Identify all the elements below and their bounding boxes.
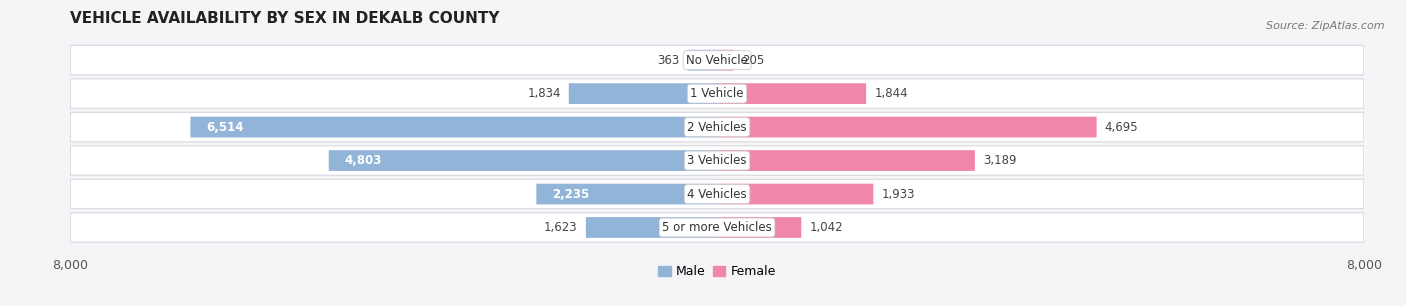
Text: 1,844: 1,844	[875, 87, 908, 100]
FancyBboxPatch shape	[329, 150, 717, 171]
FancyBboxPatch shape	[70, 146, 1364, 175]
Legend: Male, Female: Male, Female	[654, 260, 780, 283]
Text: VEHICLE AVAILABILITY BY SEX IN DEKALB COUNTY: VEHICLE AVAILABILITY BY SEX IN DEKALB CO…	[70, 11, 499, 26]
Text: 1 Vehicle: 1 Vehicle	[690, 87, 744, 100]
FancyBboxPatch shape	[190, 117, 717, 137]
Text: 5 or more Vehicles: 5 or more Vehicles	[662, 221, 772, 234]
FancyBboxPatch shape	[586, 217, 717, 238]
FancyBboxPatch shape	[717, 150, 974, 171]
Text: 2 Vehicles: 2 Vehicles	[688, 121, 747, 134]
Text: 3 Vehicles: 3 Vehicles	[688, 154, 747, 167]
FancyBboxPatch shape	[717, 50, 734, 70]
FancyBboxPatch shape	[717, 217, 801, 238]
FancyBboxPatch shape	[569, 83, 717, 104]
Text: 1,834: 1,834	[527, 87, 561, 100]
Text: 6,514: 6,514	[207, 121, 245, 134]
Text: 3,189: 3,189	[983, 154, 1017, 167]
Text: 1,623: 1,623	[544, 221, 578, 234]
FancyBboxPatch shape	[717, 184, 873, 204]
Text: 4,803: 4,803	[344, 154, 382, 167]
Text: Source: ZipAtlas.com: Source: ZipAtlas.com	[1267, 21, 1385, 32]
Text: 205: 205	[742, 54, 763, 67]
Text: 363: 363	[658, 54, 679, 67]
FancyBboxPatch shape	[688, 50, 717, 70]
FancyBboxPatch shape	[70, 45, 1364, 75]
FancyBboxPatch shape	[70, 112, 1364, 142]
Text: 1,042: 1,042	[810, 221, 844, 234]
FancyBboxPatch shape	[536, 184, 717, 204]
Text: 4 Vehicles: 4 Vehicles	[688, 188, 747, 200]
FancyBboxPatch shape	[717, 117, 1097, 137]
Text: 2,235: 2,235	[553, 188, 589, 200]
Text: No Vehicle: No Vehicle	[686, 54, 748, 67]
FancyBboxPatch shape	[70, 213, 1364, 242]
Text: 4,695: 4,695	[1105, 121, 1139, 134]
FancyBboxPatch shape	[717, 83, 866, 104]
FancyBboxPatch shape	[70, 79, 1364, 108]
FancyBboxPatch shape	[70, 179, 1364, 209]
Text: 1,933: 1,933	[882, 188, 915, 200]
